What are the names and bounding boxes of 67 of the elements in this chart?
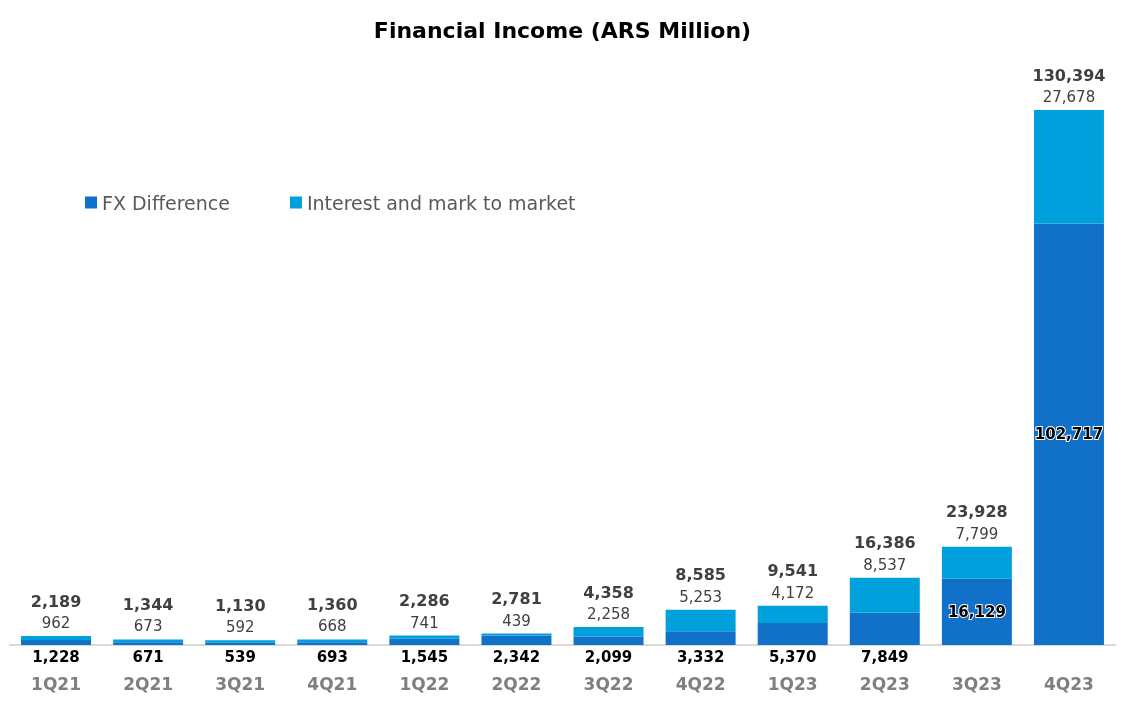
x-tick-label: 1Q23 — [767, 673, 818, 694]
bar — [21, 639, 92, 645]
data-label: 8,537 — [863, 555, 907, 574]
bar — [1033, 223, 1104, 645]
data-label: 1,228 — [32, 647, 80, 666]
bar — [573, 636, 644, 645]
data-label: 2,099 — [584, 647, 633, 666]
data-label: 5,370 — [768, 647, 817, 666]
data-label: 671 — [132, 647, 164, 666]
chart-title: Financial Income (ARS Million) — [373, 17, 752, 43]
bar — [941, 546, 1012, 579]
data-label: 668 — [317, 617, 347, 636]
x-tick-label: 2Q22 — [491, 673, 542, 694]
bar — [1033, 110, 1104, 224]
data-label: 27,678 — [1042, 88, 1096, 106]
x-tick-label: 4Q21 — [307, 673, 358, 694]
legend-label: FX Difference — [102, 191, 230, 214]
total-label: 16,386 — [853, 533, 916, 553]
x-tick-label: 3Q23 — [951, 673, 1002, 694]
data-label: 16,129 — [947, 602, 1006, 621]
data-label: 741 — [410, 613, 439, 632]
bar — [21, 636, 92, 640]
data-label: 3,332 — [676, 647, 725, 666]
data-label: 4,172 — [771, 583, 815, 602]
total-label: 8,585 — [675, 565, 726, 585]
bar — [849, 612, 920, 645]
total-label: 4,358 — [583, 582, 634, 602]
data-label: 7,799 — [955, 524, 999, 543]
data-label: 962 — [41, 614, 71, 633]
bar — [757, 622, 828, 645]
total-label: 23,928 — [946, 502, 1008, 522]
x-tick-label: 4Q23 — [1043, 673, 1094, 694]
data-label: 5,253 — [679, 587, 723, 606]
total-label: 9,541 — [767, 561, 819, 581]
total-label: 1,344 — [122, 594, 174, 614]
x-tick-label: 1Q22 — [399, 673, 450, 694]
bar — [573, 627, 644, 637]
data-label: 439 — [502, 611, 531, 630]
data-label: 673 — [133, 617, 163, 636]
bar — [665, 609, 736, 632]
bar — [389, 638, 460, 645]
legend-label: Interest and mark to market — [306, 191, 576, 214]
bar — [849, 577, 920, 613]
data-label: 1,545 — [400, 647, 449, 666]
bar — [481, 635, 552, 645]
data-label: 102,717 — [1034, 425, 1104, 444]
x-tick-label: 1Q21 — [31, 673, 82, 694]
data-label: 2,258 — [587, 605, 631, 624]
bar — [389, 635, 460, 639]
x-tick-label: 4Q22 — [675, 673, 726, 694]
data-label: 2,342 — [492, 647, 541, 666]
x-tick-label: 2Q23 — [859, 673, 910, 694]
data-label: 539 — [224, 647, 256, 666]
bar — [757, 605, 828, 623]
total-label: 1,360 — [306, 594, 358, 614]
total-label: 1,130 — [214, 595, 266, 615]
total-label: 2,286 — [399, 591, 450, 611]
x-tick-label: 3Q22 — [583, 673, 634, 694]
total-label: 2,781 — [491, 589, 542, 609]
total-label: 2,189 — [30, 591, 82, 611]
total-label: 130,394 — [1032, 65, 1106, 85]
bar — [665, 631, 736, 645]
data-label: 592 — [225, 618, 255, 637]
data-label: 693 — [316, 647, 348, 666]
x-tick-label: 3Q21 — [215, 673, 266, 694]
data-label: 7,849 — [861, 647, 909, 666]
x-tick-label: 2Q21 — [123, 673, 174, 694]
